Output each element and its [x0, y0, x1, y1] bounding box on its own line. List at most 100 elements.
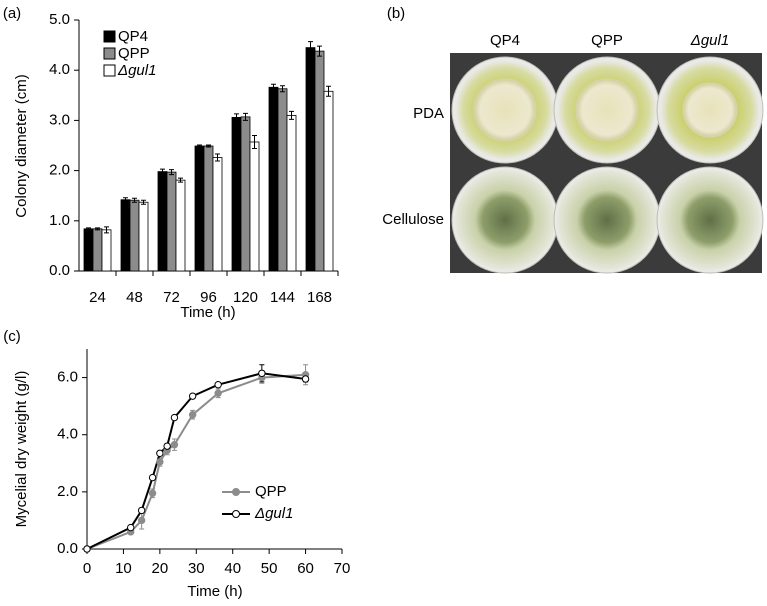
colony: [682, 82, 738, 138]
panel-label: (b): [387, 5, 405, 22]
error-bar: [289, 110, 294, 120]
x-tick-label: 96: [200, 289, 217, 306]
point: [258, 369, 266, 377]
point: [148, 489, 157, 497]
row-label: Cellulose: [382, 211, 444, 228]
legend-label: QPP: [255, 483, 287, 500]
y-tick-label: 2.0: [49, 162, 70, 179]
error-bar: [197, 144, 202, 148]
x-tick-label: 168: [307, 289, 332, 306]
bar: [83, 228, 94, 272]
legend-label: QP4: [118, 28, 148, 45]
y-tick-label: 1.0: [49, 212, 70, 229]
error-bar: [132, 197, 137, 203]
bar: [203, 145, 214, 272]
point: [188, 392, 197, 400]
legend-swatch: [103, 47, 116, 60]
y-axis-title: Colony diameter (cm): [13, 74, 30, 217]
x-tick-label: 50: [261, 560, 278, 577]
x-tick-label: 40: [224, 560, 241, 577]
legend-marker: [232, 488, 240, 496]
y-tick-label: 6.0: [57, 369, 78, 386]
legend-swatch: [103, 30, 116, 43]
bar: [92, 228, 103, 272]
bar: [212, 157, 223, 272]
y-tick-label: 3.0: [49, 111, 70, 128]
error-bar: [252, 134, 257, 150]
legend-label: Δgul1: [254, 505, 293, 522]
plate-medium: [660, 170, 760, 270]
x-tick-label: 24: [89, 289, 106, 306]
error-bar: [234, 113, 239, 122]
x-tick-label: 30: [188, 560, 205, 577]
x-axis-title: Time (h): [187, 583, 242, 600]
x-tick-label: 60: [297, 560, 314, 577]
bar: [194, 145, 205, 272]
bar: [138, 201, 149, 272]
bar: [268, 86, 279, 272]
bar: [240, 116, 251, 272]
x-tick-label: 20: [152, 560, 169, 577]
y-axis-title: Mycelial dry weight (g/l): [13, 371, 30, 528]
bar: [249, 141, 260, 272]
error-bar: [178, 177, 183, 183]
y-tick-label: 0.0: [57, 540, 78, 557]
point: [156, 458, 164, 466]
error-bar: [141, 199, 146, 205]
legend-label: Δgul1: [117, 62, 156, 79]
point: [170, 413, 179, 422]
point: [163, 442, 171, 450]
column-label: QPP: [591, 32, 623, 49]
error-bar: [206, 144, 211, 148]
error-bar: [280, 85, 285, 93]
bar: [120, 199, 131, 272]
plate-medium: [455, 170, 555, 270]
legend-label: QPP: [118, 45, 150, 62]
point: [301, 375, 310, 383]
bar: [175, 179, 186, 272]
point: [170, 441, 179, 449]
error-bar: [104, 226, 109, 234]
series-line: [86, 372, 306, 550]
error-bar: [123, 197, 128, 203]
error-bar: [86, 227, 91, 231]
bar: [286, 114, 297, 272]
bar: [314, 50, 325, 272]
x-axis-title: Time (h): [180, 304, 235, 321]
point: [148, 473, 157, 482]
point: [156, 449, 164, 457]
bar: [305, 47, 316, 272]
x-tick-label: 48: [126, 289, 143, 306]
point: [137, 516, 146, 525]
error-bar: [243, 112, 248, 121]
x-tick-label: 144: [270, 289, 295, 306]
y-tick-label: 4.0: [49, 61, 70, 78]
panel-label: (c): [3, 328, 21, 345]
point: [214, 389, 222, 397]
point: [214, 381, 222, 389]
x-tick-label: 10: [115, 560, 132, 577]
error-bar: [271, 83, 276, 91]
point: [137, 506, 146, 515]
colony: [575, 78, 639, 142]
bar: [323, 90, 334, 272]
bar: [101, 229, 112, 272]
y-tick-label: 2.0: [57, 483, 78, 500]
error-bar: [215, 153, 220, 162]
row-label: PDA: [413, 105, 444, 122]
error-bar: [326, 85, 331, 97]
legend-marker: [232, 510, 240, 518]
bar: [166, 171, 177, 272]
x-tick-label: 120: [233, 289, 258, 306]
point: [83, 545, 91, 553]
x-tick-label: 72: [163, 289, 180, 306]
error-bar: [160, 168, 165, 175]
colony: [473, 78, 537, 142]
x-tick-label: 70: [334, 560, 351, 577]
point: [188, 411, 197, 419]
y-tick-label: 5.0: [49, 11, 70, 28]
panel-label: (a): [3, 5, 21, 22]
error-bar: [95, 227, 100, 231]
bar: [231, 116, 242, 272]
y-tick-label: 0.0: [49, 262, 70, 279]
